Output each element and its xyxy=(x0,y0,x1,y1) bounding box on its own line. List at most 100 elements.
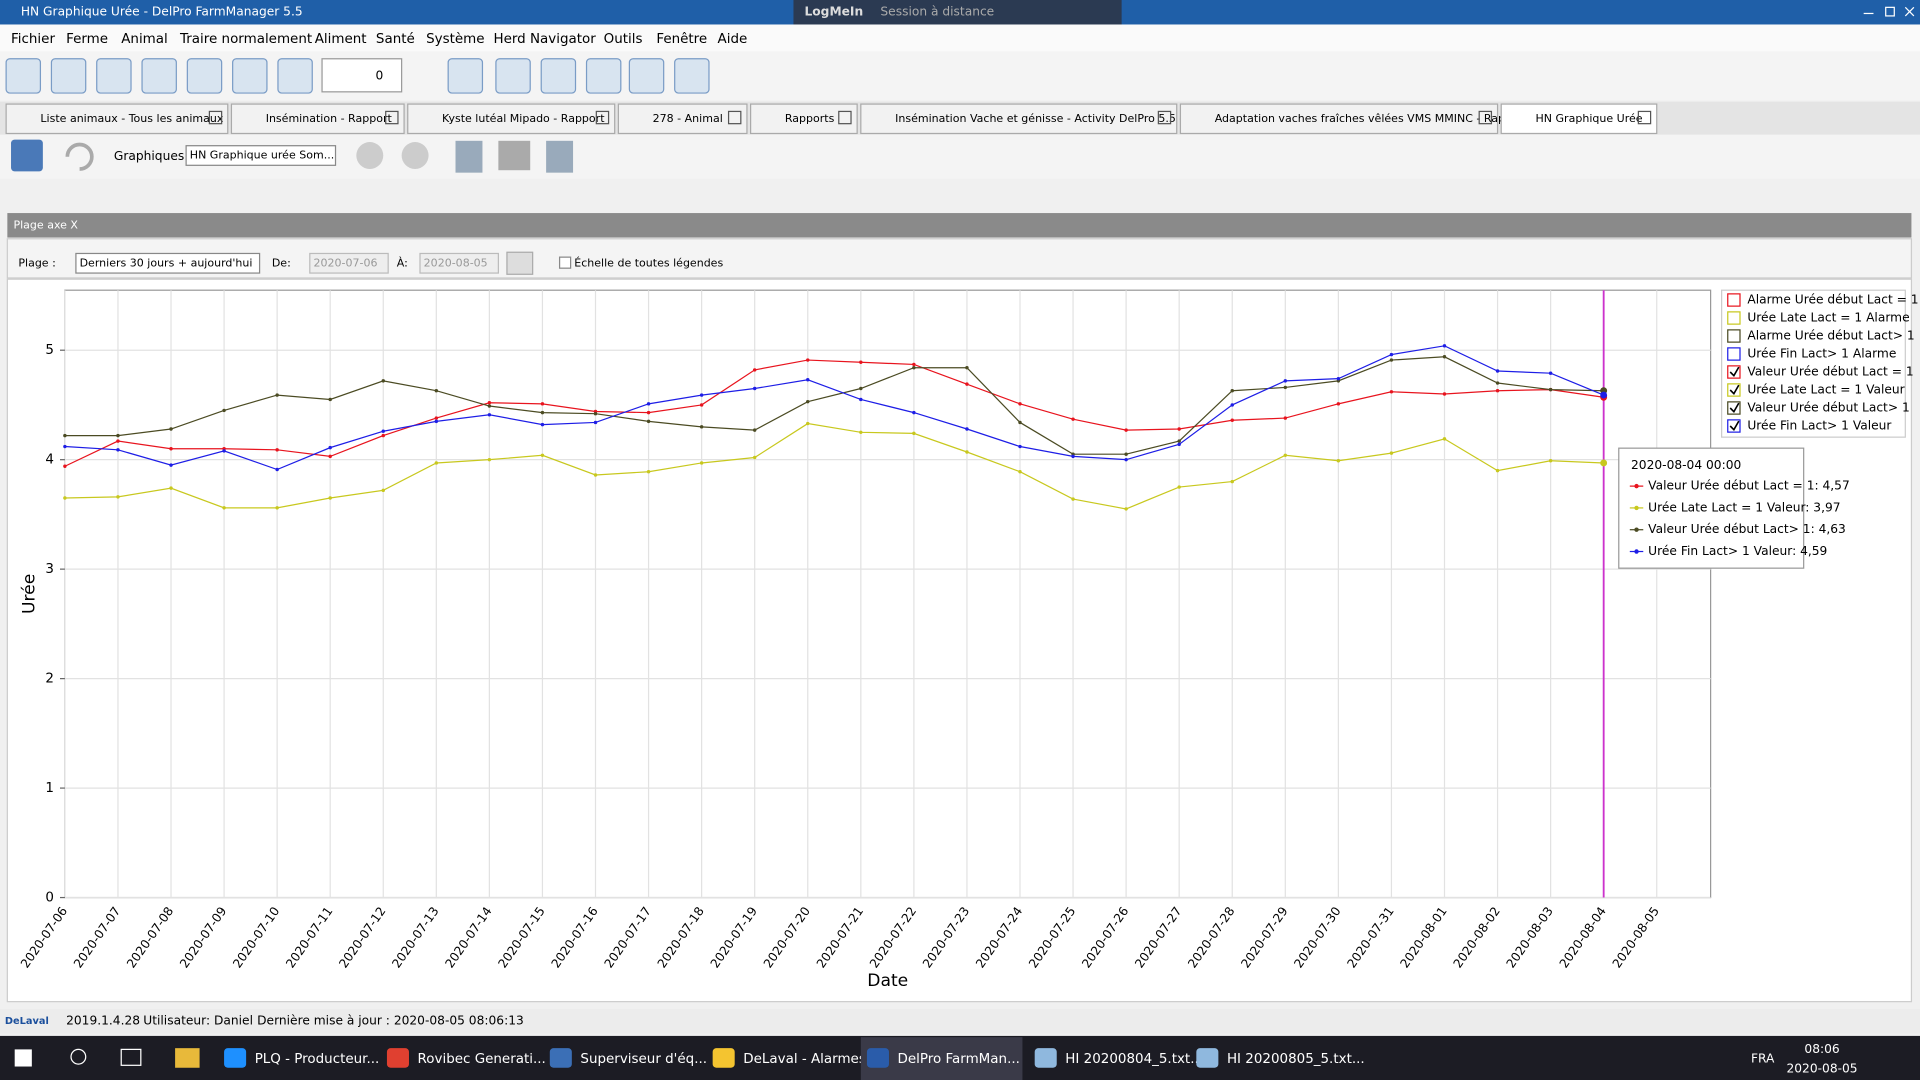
app-label[interactable]: HI 20200805_5.txt... xyxy=(1227,1052,1365,1067)
point xyxy=(1177,485,1181,489)
app-icon[interactable] xyxy=(1196,1048,1219,1068)
toolbar-button[interactable] xyxy=(585,58,622,94)
toolbar-button[interactable] xyxy=(5,58,42,94)
graph-select-value: HN Graphique urée Som... xyxy=(190,149,334,162)
to-label: À: xyxy=(397,256,408,269)
menu-item[interactable]: Animal xyxy=(121,32,168,47)
app-label[interactable]: DelPro FarmMan... xyxy=(898,1052,1020,1067)
tab[interactable] xyxy=(407,103,616,135)
legend-checkbox[interactable] xyxy=(1727,347,1741,361)
tab-close[interactable] xyxy=(385,110,399,125)
point xyxy=(222,408,226,413)
start-button[interactable] xyxy=(14,1049,32,1067)
legend-checkbox[interactable] xyxy=(1727,311,1741,325)
point xyxy=(593,473,598,477)
toolbar-button[interactable] xyxy=(96,58,132,94)
point xyxy=(275,506,279,510)
toolbar-button[interactable] xyxy=(540,58,577,94)
point xyxy=(1600,391,1608,399)
menu-item[interactable]: Aliment xyxy=(315,32,367,47)
window-controls[interactable] xyxy=(1863,6,1915,17)
tab-label: Liste animaux - Tous les animaux xyxy=(40,112,223,125)
up-icon[interactable] xyxy=(356,142,384,169)
menu-item[interactable]: Traire normalement xyxy=(179,32,312,47)
print-icon[interactable] xyxy=(498,140,531,171)
app-icon[interactable] xyxy=(549,1048,572,1068)
toolbar-button[interactable] xyxy=(447,58,484,94)
app-label[interactable]: Rovibec Generati... xyxy=(418,1052,546,1067)
down-icon[interactable] xyxy=(401,142,429,169)
toolbar-button[interactable] xyxy=(495,58,531,94)
tab-close[interactable] xyxy=(1637,110,1652,125)
plage-select[interactable] xyxy=(75,252,261,274)
tab[interactable] xyxy=(5,103,229,135)
point xyxy=(116,448,120,452)
menu-item[interactable]: Herd Navigator xyxy=(493,32,596,47)
menu-item[interactable]: Outils xyxy=(604,32,643,47)
toolbar-button[interactable] xyxy=(141,58,177,94)
tab[interactable] xyxy=(1179,103,1499,135)
tab[interactable] xyxy=(230,103,405,135)
tab-close[interactable] xyxy=(1478,110,1493,125)
counter-box[interactable] xyxy=(321,58,403,93)
explorer-icon[interactable] xyxy=(175,1048,200,1068)
menu-item[interactable]: Fichier xyxy=(11,32,55,47)
point xyxy=(965,450,969,454)
settings-icon[interactable] xyxy=(455,140,483,173)
tab-close[interactable] xyxy=(208,110,223,125)
point xyxy=(1389,390,1394,394)
menu-item[interactable]: Ferme xyxy=(66,32,108,47)
tab-close[interactable] xyxy=(595,110,610,125)
refresh-button[interactable] xyxy=(506,251,534,275)
legend-checkbox[interactable] xyxy=(1727,293,1741,307)
legend-label: Alarme Urée début Lact = 1 xyxy=(1747,293,1918,307)
point xyxy=(1389,451,1394,455)
point xyxy=(646,419,651,424)
toolbar-button[interactable] xyxy=(628,58,665,94)
menu-item[interactable]: Fenêtre xyxy=(656,31,707,47)
point xyxy=(434,416,439,420)
toolbar-button[interactable] xyxy=(50,58,87,94)
tab-close[interactable] xyxy=(1157,110,1172,125)
toolbar-button[interactable] xyxy=(674,58,710,94)
point xyxy=(63,496,67,500)
all-legends-checkbox[interactable] xyxy=(558,256,572,269)
graph-select[interactable] xyxy=(185,145,337,166)
save-icon[interactable] xyxy=(11,139,43,172)
from-input[interactable] xyxy=(309,252,389,274)
app-icon[interactable] xyxy=(224,1048,247,1068)
point xyxy=(1442,344,1447,348)
app-label[interactable]: DeLaval - Alarmes xyxy=(743,1052,866,1067)
app-icon[interactable] xyxy=(1034,1048,1057,1068)
point xyxy=(752,368,757,372)
menu-item[interactable]: Aide xyxy=(718,32,748,47)
tab[interactable] xyxy=(617,103,748,135)
app-icon[interactable] xyxy=(386,1048,409,1068)
task-view[interactable] xyxy=(120,1048,142,1066)
preview-icon[interactable] xyxy=(546,140,574,173)
toolbar-button[interactable] xyxy=(277,58,313,94)
series-line xyxy=(64,359,1604,467)
tooltip-item: Valeur Urée début Lact> 1: 4,63 xyxy=(1648,522,1846,536)
tab-close[interactable] xyxy=(838,110,852,125)
app-icon[interactable] xyxy=(866,1048,889,1068)
legend-checkbox[interactable] xyxy=(1727,329,1741,343)
menu-item[interactable]: Système xyxy=(426,31,484,47)
menu-item[interactable]: Santé xyxy=(376,31,415,47)
tab[interactable] xyxy=(1500,103,1658,135)
toolbar-button[interactable] xyxy=(186,58,223,94)
point xyxy=(540,410,545,415)
app-label[interactable]: Superviseur d'éq... xyxy=(580,1051,707,1067)
undo-icon[interactable] xyxy=(65,142,94,171)
tab-close[interactable] xyxy=(727,110,742,125)
to-input[interactable] xyxy=(419,252,499,274)
app-label[interactable]: HI 20200804_5.txt... xyxy=(1065,1052,1203,1067)
search-button[interactable] xyxy=(70,1048,87,1065)
point xyxy=(1600,459,1608,467)
tooltip xyxy=(1618,447,1805,569)
app-label[interactable]: PLQ - Producteur... xyxy=(255,1052,380,1067)
toolbar-button[interactable] xyxy=(232,58,268,94)
tab[interactable] xyxy=(860,103,1178,135)
app-icon[interactable] xyxy=(712,1048,735,1068)
point xyxy=(275,393,279,397)
